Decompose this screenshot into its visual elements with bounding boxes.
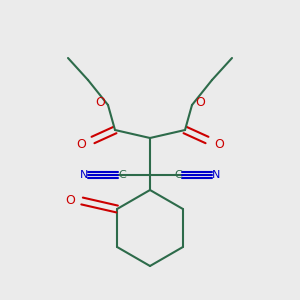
Text: C: C: [118, 170, 126, 180]
Text: O: O: [195, 97, 205, 110]
Text: N: N: [212, 170, 220, 180]
Text: N: N: [80, 170, 88, 180]
Text: O: O: [95, 97, 105, 110]
Text: O: O: [76, 137, 86, 151]
Text: C: C: [174, 170, 182, 180]
Text: O: O: [214, 137, 224, 151]
Text: O: O: [65, 194, 75, 208]
